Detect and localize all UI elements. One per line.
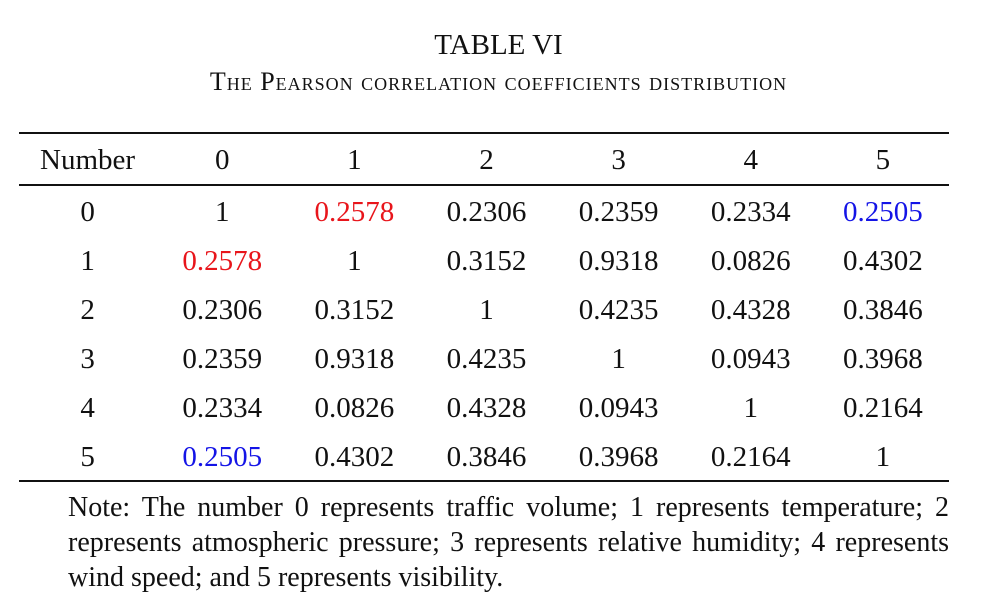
table-row: 2 0.2306 0.3152 1 0.4235 0.4328 0.3846 (19, 286, 949, 335)
row-label: 2 (80, 294, 95, 326)
table-cell: 0.4235 (578, 294, 659, 326)
table-header-row: Number 0 1 2 3 4 5 (19, 134, 949, 186)
table-cell: 0.2164 (710, 441, 791, 473)
table-bottom-rule (19, 480, 949, 482)
table-cell: 0.2578 (182, 245, 263, 277)
table-cell: 0.2505 (182, 441, 263, 473)
table-cell: 1 (611, 343, 626, 375)
table-cell: 0.4235 (446, 343, 527, 375)
table-cell: 0.3152 (314, 294, 395, 326)
table-cell: 0.2306 (446, 196, 527, 228)
table-top-rule (19, 132, 949, 134)
table-caption-title: TABLE VI (434, 29, 563, 61)
row-label: 3 (80, 343, 95, 375)
header-cell-5: 5 (875, 143, 891, 176)
table-cell: 0.0826 (710, 245, 791, 277)
table-caption-subtitle: The Pearson correlation coefficients dis… (209, 67, 788, 96)
header-cell-0: 0 (214, 143, 230, 176)
header-cell-4: 4 (743, 143, 759, 176)
table-cell: 0.2505 (843, 196, 923, 228)
table-cell: 0.4302 (314, 441, 395, 473)
table-cell: 0.2164 (843, 392, 923, 424)
table-cell: 0.0943 (578, 392, 659, 424)
table-row: 0 1 0.2578 0.2306 0.2359 0.2334 0.2505 (19, 186, 949, 237)
table-cell: 0.3968 (843, 343, 923, 375)
table-note: Note: The number 0 represents traffic vo… (68, 492, 949, 593)
table-body: 0 1 0.2578 0.2306 0.2359 0.2334 0.2505 1 0.2578 1… (19, 186, 949, 482)
table-cell: 0.2578 (314, 196, 395, 228)
table-cell: 0.9318 (578, 245, 659, 277)
table-row: 5 0.2505 0.4302 0.3846 0.3968 0.2164 1 (19, 433, 949, 482)
header-cell-1: 1 (347, 143, 362, 176)
table-cell: 0.3846 (446, 441, 527, 473)
row-label: 0 (80, 196, 95, 228)
correlation-table: Number 0 1 2 3 4 5 0 1 0.2578 0.2306 0.2359 0… (19, 134, 949, 482)
table-cell: 0.3968 (578, 441, 659, 473)
table-cell: 0.2334 (182, 392, 263, 424)
table-cell: 0.2334 (710, 196, 791, 228)
header-cell-2: 2 (479, 143, 494, 176)
table-cell: 0.3846 (843, 294, 923, 326)
table-cell: 0.4302 (843, 245, 923, 277)
table-cell: 0.2306 (182, 294, 263, 326)
table-row: 4 0.2334 0.0826 0.4328 0.0943 1 0.2164 (19, 384, 949, 433)
table-cell: 0.3152 (446, 245, 527, 277)
table-cell: 0.4328 (446, 392, 527, 424)
table-row: 1 0.2578 1 0.3152 0.9318 0.0826 0.4302 (19, 237, 949, 286)
table-cell: 1 (347, 245, 362, 277)
table-cell: 0.4328 (710, 294, 791, 326)
table-cell: 1 (479, 294, 494, 326)
table-cell: 0.0826 (314, 392, 395, 424)
table-header-rule (19, 184, 949, 186)
row-label: 5 (80, 441, 95, 473)
table-cell: 0.9318 (314, 343, 395, 375)
table-cell: 0.2359 (182, 343, 263, 375)
table-cell: 1 (875, 441, 891, 473)
row-label: 1 (80, 245, 95, 277)
row-label: 4 (80, 392, 95, 424)
table-row: 3 0.2359 0.9318 0.4235 1 0.0943 0.3968 (19, 335, 949, 384)
table-cell: 1 (214, 196, 230, 228)
table-cell: 0.0943 (710, 343, 791, 375)
header-cell-number: Number (40, 143, 136, 176)
header-cell-3: 3 (611, 143, 626, 176)
table-cell: 1 (743, 392, 759, 424)
table-cell: 0.2359 (578, 196, 659, 228)
